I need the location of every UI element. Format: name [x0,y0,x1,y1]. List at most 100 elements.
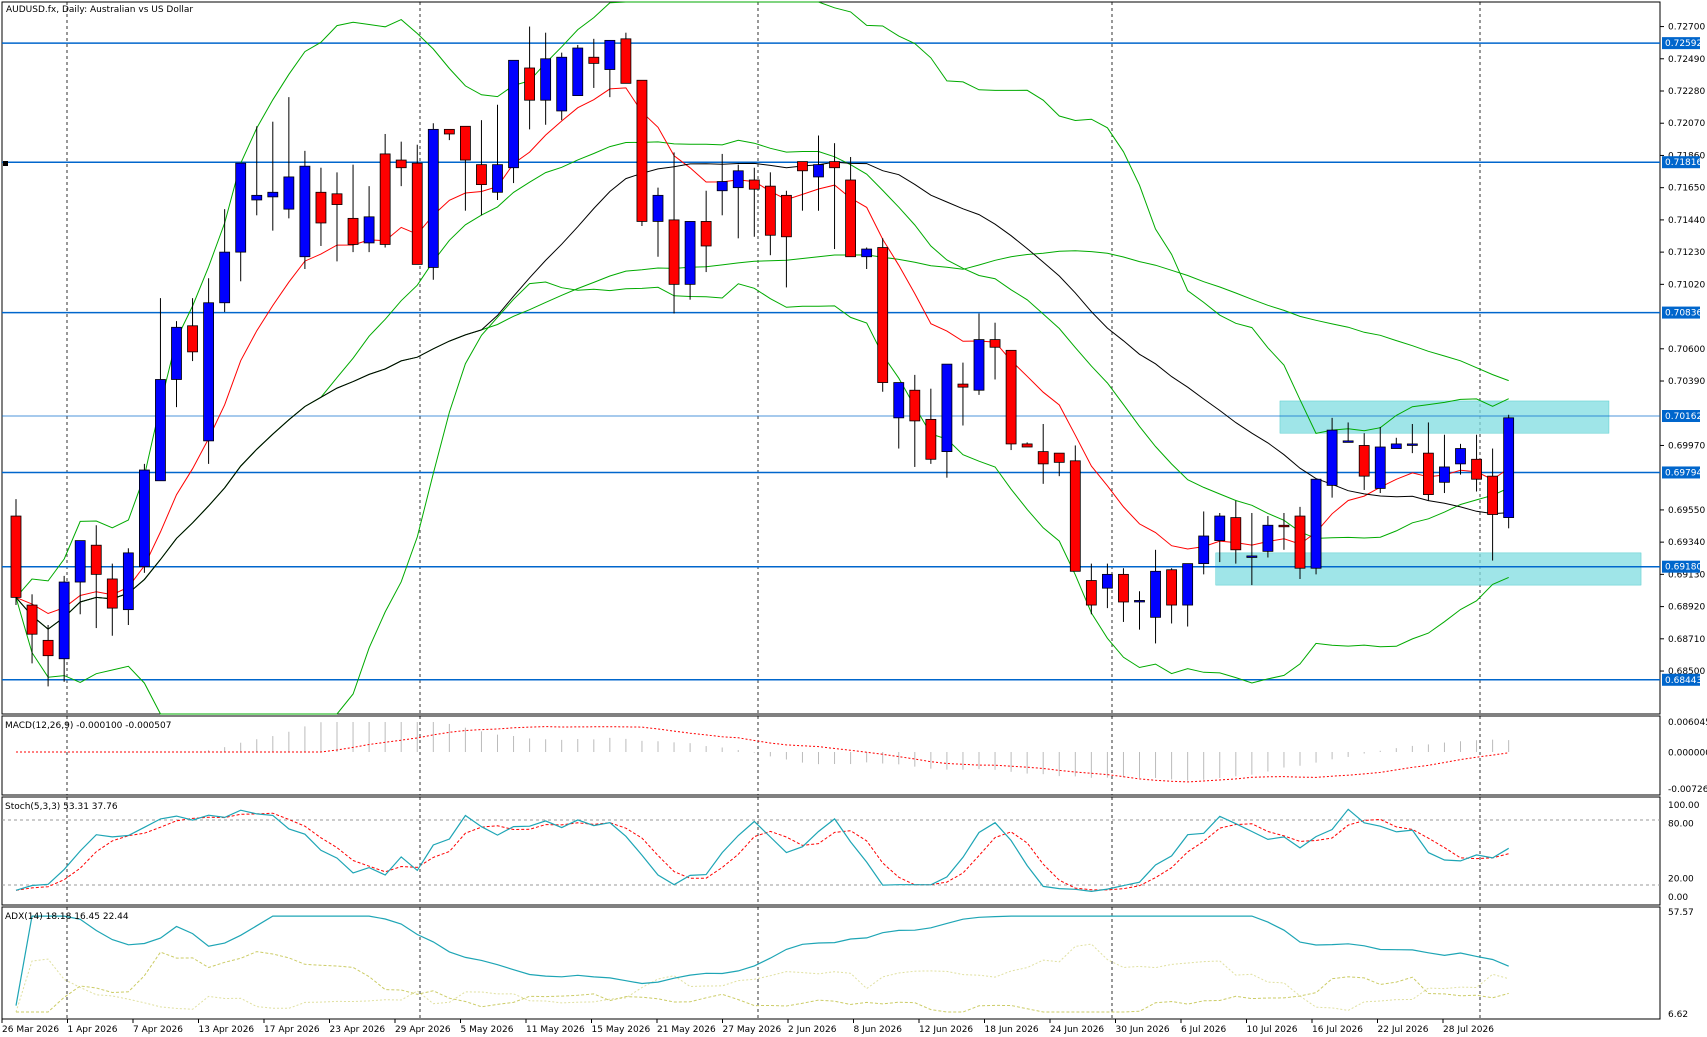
price-level-tag[interactable] [1662,37,1700,50]
candle[interactable] [443,128,455,141]
candle[interactable] [748,167,760,237]
candle[interactable] [347,164,359,253]
candle[interactable] [219,209,231,312]
candle[interactable] [877,238,889,392]
candle[interactable] [620,32,632,84]
price-level-tag[interactable] [1662,156,1700,169]
price-level-tag[interactable] [1662,410,1700,423]
candle[interactable] [797,161,808,211]
candle[interactable] [1166,568,1177,624]
candle[interactable] [764,172,776,256]
candle[interactable] [1310,478,1322,575]
candle[interactable] [1037,423,1049,484]
candle[interactable] [106,563,118,636]
candle[interactable] [684,221,696,300]
macd-panel[interactable]: MACD(12,26,9) -0.000100 -0.000507 [1,715,1661,796]
candle[interactable] [1118,568,1129,622]
candle[interactable] [315,167,327,246]
candle[interactable] [1134,591,1145,630]
candle[interactable] [1069,445,1081,572]
candle[interactable] [845,156,856,258]
candle[interactable] [10,499,22,606]
candle[interactable] [1246,512,1258,586]
candle[interactable] [203,278,215,464]
candle[interactable] [90,525,102,629]
candle[interactable] [1262,516,1274,558]
candle[interactable] [1374,427,1386,494]
candle[interactable] [395,141,407,187]
candle[interactable] [1150,549,1161,644]
candle[interactable] [363,186,375,253]
price-axis[interactable]: 0.727000.724900.722800.720700.718600.716… [1660,23,1705,686]
candle[interactable] [379,133,391,248]
candle[interactable] [1471,434,1482,492]
candle[interactable] [1278,512,1290,550]
candle[interactable] [989,322,1001,380]
candle[interactable] [1294,506,1306,579]
price-level-tag[interactable] [1662,673,1700,686]
candle[interactable] [74,540,86,615]
candle[interactable] [925,388,937,464]
candle[interactable] [251,126,263,216]
candle[interactable] [427,123,439,280]
candle[interactable] [235,162,247,282]
candle[interactable] [861,247,873,269]
candle[interactable] [1423,422,1434,501]
candle[interactable] [476,120,487,216]
candle[interactable] [781,190,792,288]
candle[interactable] [1487,448,1498,561]
candle[interactable] [668,152,680,314]
time-axis[interactable]: 26 Mar 2026 1 Apr 2026 7 Apr 2026 13 Apr 20… [1,1019,1494,1035]
candle[interactable] [909,374,921,467]
price-level-tag[interactable] [1662,466,1700,479]
candle[interactable] [957,362,969,426]
candle[interactable] [893,382,905,449]
candle[interactable] [941,363,953,478]
candle[interactable] [652,187,664,257]
candle[interactable] [331,172,343,262]
candle[interactable] [1358,433,1370,490]
candle[interactable] [1085,563,1097,615]
candle[interactable] [1102,563,1113,609]
candle[interactable] [973,313,985,395]
candle[interactable] [122,548,134,625]
candle[interactable] [1342,422,1354,443]
candle[interactable] [732,164,744,239]
stochastic-panel[interactable]: Stoch(5,3,3) 53.31 37.76 [1,796,1661,906]
candle[interactable] [492,104,503,200]
candle[interactable] [508,59,519,184]
candle[interactable] [58,575,70,682]
candle[interactable] [42,625,54,687]
candles[interactable] [10,26,1515,687]
candle[interactable] [138,463,150,573]
candle[interactable] [1406,423,1418,454]
candle[interactable] [1455,443,1466,475]
candle[interactable] [299,150,311,269]
main-price-panel[interactable]: AUDUSD.fx, Daily: Australian vs US Dolla… [1,1,1661,715]
candle[interactable] [283,97,295,219]
candle[interactable] [1021,442,1033,448]
candle[interactable] [636,79,648,227]
candle[interactable] [716,153,728,216]
candle[interactable] [540,32,552,125]
candle[interactable] [459,125,471,211]
candle[interactable] [1053,452,1065,477]
candle[interactable] [1326,417,1338,498]
candle[interactable] [155,298,166,482]
candle[interactable] [171,321,182,408]
candle[interactable] [1230,500,1242,564]
candle[interactable] [1005,349,1017,451]
candle[interactable] [1182,563,1194,627]
candle[interactable] [187,298,198,362]
candle[interactable] [1503,414,1515,529]
price-level-tag[interactable] [1662,306,1700,319]
candle[interactable] [572,44,584,97]
candle[interactable] [556,52,568,121]
candle[interactable] [267,121,279,231]
candle[interactable] [700,190,712,273]
candle[interactable] [524,26,535,130]
candle[interactable] [604,39,616,98]
candle[interactable] [26,594,38,664]
candle[interactable] [813,135,824,211]
